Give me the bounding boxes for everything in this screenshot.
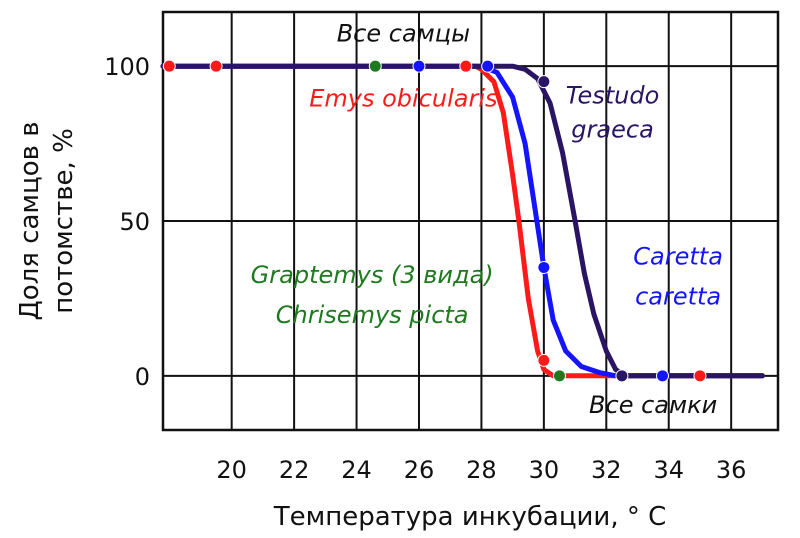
y-tick-label: 50 [119,208,150,236]
data-point-emys-obicularis [537,353,551,367]
y-tick-labels: 0 50 100 [104,53,150,391]
annotation: Все самки [589,391,717,419]
x-tick-label: 30 [529,456,560,484]
x-tick-label: 34 [653,456,684,484]
y-axis-title-line-1: Доля самцов в [15,121,45,320]
series-line-testudo-graeca [160,63,765,379]
x-tick-label: 22 [279,456,310,484]
annotation: graeca [571,115,653,143]
data-point-graptemys-3-вида-chrisemys-picta [368,59,382,73]
annotations-layer: Все самцы Emys obicularis Testudo graeca Gra… [251,19,723,419]
data-point-caretta-caretta [655,369,669,383]
x-tick-label: 24 [341,456,372,484]
x-tick-labels: 20 22 24 26 28 30 32 34 36 [216,456,746,484]
y-tick-label: 100 [104,53,150,81]
annotation: Testudo [566,81,660,109]
data-point-testudo-graeca [615,369,629,383]
annotation: caretta [635,283,721,311]
annotation: Graptemys (3 вида) [251,261,494,289]
y-axis-title-line-2: потомстве, % [49,128,79,314]
x-tick-label: 36 [716,456,747,484]
x-tick-label: 20 [216,456,247,484]
series-line-emys-obicularis [160,63,765,379]
x-tick-label: 32 [591,456,622,484]
x-axis-title: Температура инкубации, ° С [273,502,667,532]
data-point-emys-obicularis [209,59,223,73]
data-point-emys-obicularis [459,59,473,73]
data-point-testudo-graeca [537,75,551,89]
x-tick-label: 26 [404,456,435,484]
data-point-caretta-caretta [412,59,426,73]
annotation: Все самцы [337,19,470,47]
markers-layer [162,59,707,383]
data-point-emys-obicularis [693,369,707,383]
data-point-caretta-caretta [481,59,495,73]
x-tick-label: 28 [466,456,497,484]
data-point-graptemys-3-вида-chrisemys-picta [552,369,566,383]
annotation: Caretta [633,242,723,270]
data-point-emys-obicularis [162,59,176,73]
y-axis-title: Доля самцов в потомстве, % [15,121,79,320]
y-tick-label: 0 [135,363,150,391]
annotation: Emys obicularis [309,84,497,112]
annotation: Chrisemys picta [276,301,469,329]
data-point-caretta-caretta [537,260,551,274]
